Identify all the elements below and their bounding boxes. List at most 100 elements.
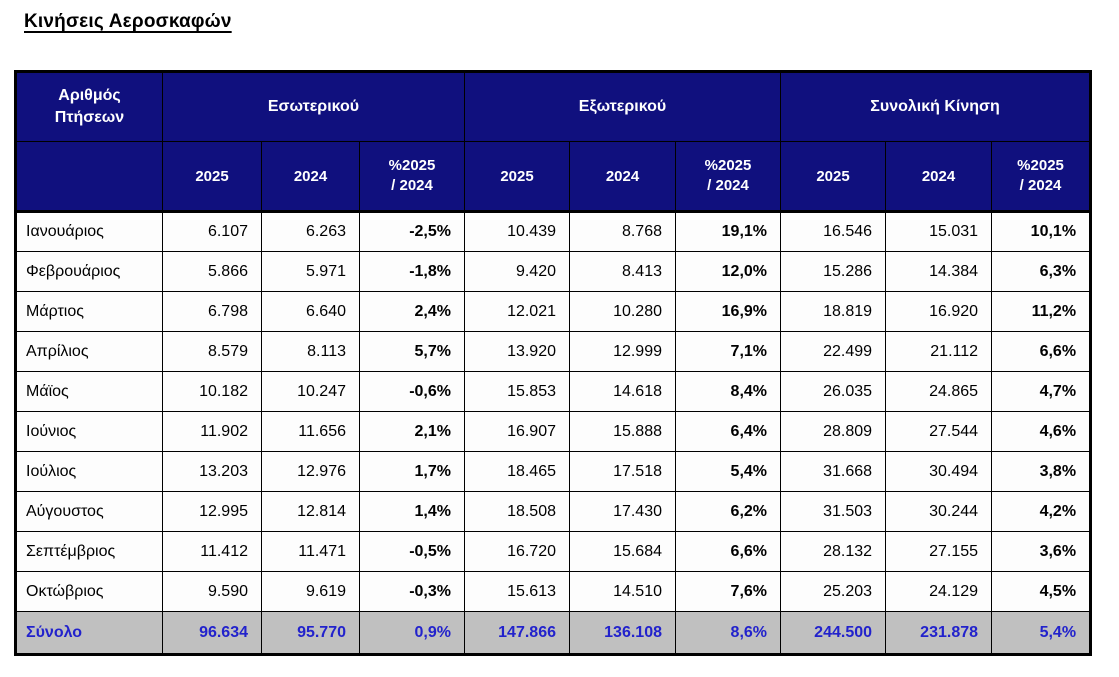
table-row: Ιανουάριος 6.107 6.263 -2,5% 10.439 8.76… [15, 211, 1092, 252]
value-cell: 22.499 [780, 331, 887, 372]
value-cell: 17.430 [569, 491, 676, 532]
percent-subheader: %2025 / 2024 [359, 141, 465, 213]
month-cell: Μάρτιος [15, 291, 163, 332]
percent-cell: 4,2% [991, 491, 1092, 532]
total-value-cell: 147.866 [464, 611, 570, 655]
month-cell: Φεβρουάριος [15, 251, 163, 292]
percent-cell: 5,4% [674, 451, 782, 492]
percent-cell: 6,3% [991, 251, 1092, 292]
percent-cell: 7,1% [674, 331, 782, 372]
value-cell: 15.853 [464, 371, 570, 412]
percent-cell: 4,6% [991, 411, 1092, 452]
percent-cell: 3,8% [991, 451, 1092, 492]
value-cell: 14.618 [569, 371, 676, 412]
value-cell: 10.280 [569, 291, 676, 332]
value-cell: 11.412 [162, 531, 262, 572]
value-cell: 21.112 [885, 331, 993, 372]
value-cell: 16.920 [885, 291, 993, 332]
value-cell: 8.113 [261, 331, 360, 372]
percent-cell: 16,9% [674, 291, 782, 332]
value-cell: 9.420 [464, 251, 570, 292]
total-percent-cell: 0,9% [359, 611, 465, 655]
aircraft-movements-table: Αριθμός Πτήσεων Εσωτερικού Εξωτερικού Συ… [14, 70, 1093, 656]
year-subheader: 2024 [569, 141, 676, 213]
total-value-cell: 231.878 [885, 611, 993, 655]
percent-cell: 2,1% [359, 411, 465, 452]
percent-cell: 6,6% [991, 331, 1092, 372]
percent-cell: -1,8% [359, 251, 465, 292]
value-cell: 11.902 [162, 411, 262, 452]
value-cell: 15.613 [464, 571, 570, 612]
value-cell: 28.132 [780, 531, 887, 572]
value-cell: 26.035 [780, 371, 887, 412]
value-cell: 6.640 [261, 291, 360, 332]
percent-cell: 1,7% [359, 451, 465, 492]
value-cell: 9.619 [261, 571, 360, 612]
value-cell: 8.413 [569, 251, 676, 292]
percent-cell: 12,0% [674, 251, 782, 292]
value-cell: 12.999 [569, 331, 676, 372]
value-cell: 8.768 [569, 211, 676, 252]
value-cell: 30.244 [885, 491, 993, 532]
month-cell: Αύγουστος [15, 491, 163, 532]
value-cell: 5.971 [261, 251, 360, 292]
month-cell: Ιούλιος [15, 451, 163, 492]
value-cell: 10.182 [162, 371, 262, 412]
year-subheader: 2025 [162, 141, 262, 213]
year-subheader: 2024 [885, 141, 993, 213]
group-header-domestic: Εσωτερικού [162, 71, 465, 142]
value-cell: 15.031 [885, 211, 993, 252]
value-cell: 18.819 [780, 291, 887, 332]
year-subheader: 2024 [261, 141, 360, 213]
total-value-cell: 96.634 [162, 611, 262, 655]
table-row: Μάϊος 10.182 10.247 -0,6% 15.853 14.618 … [15, 371, 1092, 412]
value-cell: 31.503 [780, 491, 887, 532]
percent-cell: -0,5% [359, 531, 465, 572]
value-cell: 5.866 [162, 251, 262, 292]
percent-cell: 19,1% [674, 211, 782, 252]
percent-cell: 6,6% [674, 531, 782, 572]
value-cell: 17.518 [569, 451, 676, 492]
percent-cell: 1,4% [359, 491, 465, 532]
table-row: Οκτώβριος 9.590 9.619 -0,3% 15.613 14.51… [15, 571, 1092, 612]
group-header-row: Αριθμός Πτήσεων Εσωτερικού Εξωτερικού Συ… [15, 71, 1092, 142]
value-cell: 10.247 [261, 371, 360, 412]
value-cell: 28.809 [780, 411, 887, 452]
percent-cell: -2,5% [359, 211, 465, 252]
month-cell: Ιούνιος [15, 411, 163, 452]
month-cell: Σεπτέμβριος [15, 531, 163, 572]
value-cell: 15.888 [569, 411, 676, 452]
value-cell: 11.656 [261, 411, 360, 452]
total-percent-cell: 8,6% [674, 611, 782, 655]
total-label: Σύνολο [15, 611, 163, 655]
value-cell: 8.579 [162, 331, 262, 372]
value-cell: 15.684 [569, 531, 676, 572]
table-row: Απρίλιος 8.579 8.113 5,7% 13.920 12.999 … [15, 331, 1092, 372]
total-value-cell: 136.108 [569, 611, 676, 655]
year-subheader: 2025 [464, 141, 570, 213]
value-cell: 16.546 [780, 211, 887, 252]
month-cell: Ιανουάριος [15, 211, 163, 252]
corner-empty-cell [15, 141, 163, 213]
value-cell: 12.814 [261, 491, 360, 532]
value-cell: 14.510 [569, 571, 676, 612]
value-cell: 15.286 [780, 251, 887, 292]
value-cell: 16.907 [464, 411, 570, 452]
value-cell: 14.384 [885, 251, 993, 292]
value-cell: 13.920 [464, 331, 570, 372]
year-header-row: 2025 2024 %2025 / 2024 2025 2024 %2025 /… [15, 141, 1092, 213]
table-row: Φεβρουάριος 5.866 5.971 -1,8% 9.420 8.41… [15, 251, 1092, 292]
percent-cell: 10,1% [991, 211, 1092, 252]
percent-cell: 6,2% [674, 491, 782, 532]
value-cell: 13.203 [162, 451, 262, 492]
total-row: Σύνολο 96.634 95.770 0,9% 147.866 136.10… [15, 611, 1092, 655]
percent-cell: -0,6% [359, 371, 465, 412]
value-cell: 11.471 [261, 531, 360, 572]
value-cell: 25.203 [780, 571, 887, 612]
group-header-international: Εξωτερικού [463, 71, 782, 142]
value-cell: 6.263 [261, 211, 360, 252]
year-subheader: 2025 [780, 141, 887, 213]
value-cell: 10.439 [464, 211, 570, 252]
table-row: Ιούνιος 11.902 11.656 2,1% 16.907 15.888… [15, 411, 1092, 452]
